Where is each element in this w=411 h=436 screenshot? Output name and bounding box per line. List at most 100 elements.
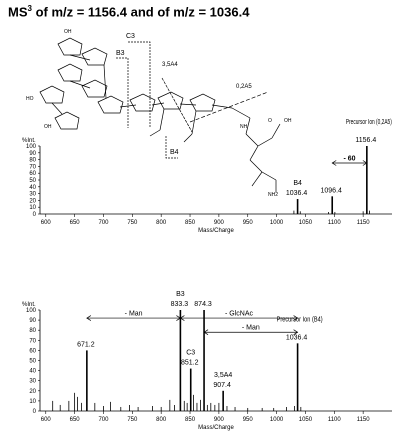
sugar-ring-3 — [57, 63, 83, 82]
x-tick-label: 1000 — [270, 417, 284, 423]
peak-tag-label: Precursor Ion (0,2A5) — [346, 119, 392, 126]
y-tick-label: 30 — [29, 192, 36, 198]
y-tick-label: 20 — [29, 389, 36, 395]
peak-tag-label: C3 — [186, 350, 195, 357]
x-tick-label: 950 — [243, 220, 254, 226]
fragment-label-a4: 3,5A4 — [162, 62, 178, 68]
sugar-ring-5 — [81, 79, 108, 98]
x-tick-label: 900 — [214, 417, 225, 423]
y-axis-label: %Int. — [22, 138, 36, 144]
y-tick-label: 10 — [29, 399, 36, 405]
annotation-label: - Man — [242, 325, 260, 332]
y-tick-label: 70 — [29, 338, 36, 344]
x-tick-label: 800 — [156, 417, 167, 423]
x-tick-label: 750 — [127, 220, 138, 226]
peak-mz-label: 907.4 — [213, 382, 231, 389]
arrow-head-left — [331, 160, 337, 166]
substituent-oh-1: OH — [64, 29, 72, 35]
y-tick-label: 60 — [29, 171, 36, 177]
sugar-ring-2 — [81, 47, 108, 66]
fragment-label-c3: C3 — [126, 33, 135, 40]
sugar-ring-10 — [189, 93, 216, 112]
x-tick-label: 700 — [98, 220, 109, 226]
peak-mz-label: 1036.4 — [286, 334, 308, 341]
spectrum-panel-bottom: 0 10 20 30 40 50 60 70 80 90 100 600 650 700 750 800 850… — [22, 291, 392, 431]
peak-mz-label: 1036.4 — [286, 190, 308, 197]
x-tick-label: 900 — [214, 220, 225, 226]
x-tick-label: 700 — [98, 417, 109, 423]
y-tick-label: 40 — [29, 185, 36, 191]
glycopeptide-structure — [39, 37, 281, 192]
arrow-head-right — [293, 329, 299, 336]
y-tick-label: 80 — [29, 328, 36, 334]
peak-mz-label: 851.2 — [181, 360, 199, 367]
substituent-ho: HO — [26, 96, 34, 102]
cleavage-a4-marker — [161, 77, 193, 133]
annotation-label: - GlcNAc — [225, 311, 254, 318]
y-tick-label: 50 — [29, 359, 36, 365]
peak-tag-label: B3 — [176, 291, 185, 298]
annotation-label: - 60 — [343, 156, 355, 163]
peak-mz-label: 1156.4 — [355, 137, 376, 144]
y-tick-label: 100 — [26, 308, 37, 314]
y-tick-label: 10 — [29, 205, 36, 211]
fragment-label-b4: B4 — [170, 149, 179, 156]
x-tick-label: 600 — [41, 220, 52, 226]
sugar-ring-6 — [97, 95, 124, 114]
arrow-head-left — [179, 315, 185, 321]
peak-tag-label: Precursor Ion (B4) — [277, 316, 323, 323]
sugar-ring-8 — [129, 93, 156, 112]
y-tick-label: 0 — [33, 212, 37, 218]
arrow-head-left — [203, 329, 209, 336]
y-axis-label: %Int. — [22, 302, 36, 308]
x-tick-label: 950 — [243, 417, 254, 423]
peak-tag-label: B4 — [293, 180, 302, 187]
cleavage-c3-marker — [128, 41, 151, 128]
x-axis-label: Mass/Charge — [198, 425, 234, 431]
y-tick-label: 50 — [29, 178, 36, 184]
fragment-label-a5: 0,2A5 — [236, 84, 252, 90]
peak-mz-label: 671.2 — [77, 341, 95, 348]
y-tick-label: 60 — [29, 348, 36, 354]
substituent-nh2: NH2 — [268, 192, 278, 198]
annotation-label: - Man — [125, 311, 143, 318]
y-tick-label: 30 — [29, 379, 36, 385]
substituent-oh-3: OH — [44, 124, 52, 130]
y-tick-label: 70 — [29, 164, 36, 170]
peak-mz-label: 1096.4 — [321, 187, 343, 194]
sugar-ring-9 — [157, 91, 184, 110]
x-tick-label: 1150 — [357, 220, 371, 226]
peak-mz-label: 833.3 — [171, 301, 189, 308]
sugar-ring-7 — [54, 111, 80, 130]
y-tick-label: 20 — [29, 198, 36, 204]
y-tick-label: 100 — [26, 144, 37, 150]
substituent-nh: NH — [240, 124, 248, 130]
substituent-oh-2: OH — [284, 118, 292, 124]
y-tick-label: 0 — [33, 409, 37, 415]
y-tick-label: 40 — [29, 369, 36, 375]
x-tick-label: 1100 — [328, 417, 342, 423]
y-tick-label: 80 — [29, 158, 36, 164]
x-tick-label: 750 — [127, 417, 138, 423]
arrow-head-right — [362, 160, 368, 166]
cleavage-a5-marker — [189, 91, 269, 123]
peak-tag-label: 3,5A4 — [214, 372, 232, 379]
cleavage-b4-marker — [165, 136, 178, 159]
arrow-head-left — [86, 315, 92, 321]
x-tick-label: 650 — [70, 220, 81, 226]
x-tick-label: 1100 — [328, 220, 342, 226]
sugar-ring-4 — [39, 85, 65, 104]
x-tick-label: 1050 — [299, 417, 313, 423]
x-tick-label: 1050 — [299, 220, 313, 226]
x-tick-label: 850 — [185, 417, 196, 423]
x-tick-label: 1000 — [270, 220, 284, 226]
arrow-head-right — [293, 315, 299, 321]
y-tick-label: 90 — [29, 318, 36, 324]
x-tick-label: 850 — [185, 220, 196, 226]
x-tick-label: 600 — [41, 417, 52, 423]
x-tick-label: 800 — [156, 220, 167, 226]
x-tick-label: 650 — [70, 417, 81, 423]
x-axis-label: Mass/Charge — [198, 228, 234, 234]
y-tick-label: 90 — [29, 151, 36, 157]
